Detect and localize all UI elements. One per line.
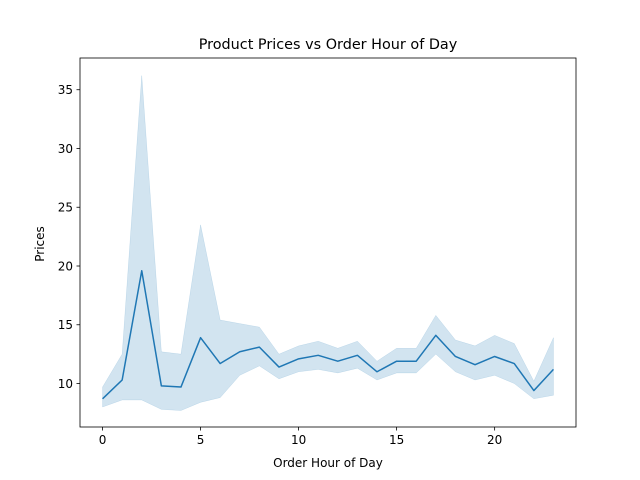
y-axis-label: Prices: [33, 226, 47, 262]
y-axis-ticks: 10 15 20 25 30 35: [58, 83, 80, 391]
y-tick-label: 15: [58, 318, 73, 332]
axes-frame: [79, 57, 577, 428]
chart-title: Product Prices vs Order Hour of Day: [199, 37, 458, 53]
confidence-band: [102, 75, 554, 411]
x-tick-label: 20: [487, 433, 502, 447]
x-tick-label: 15: [389, 433, 404, 447]
series-line: [102, 269, 555, 400]
x-axis-ticks: 0 5 10 15 20: [99, 427, 502, 447]
y-tick-label: 35: [58, 83, 73, 97]
y-tick-label: 25: [58, 201, 73, 215]
x-tick-label: 5: [197, 433, 205, 447]
x-axis-label: Order Hour of Day: [273, 456, 383, 470]
y-tick-label: 20: [58, 259, 73, 273]
y-tick-label: 10: [58, 377, 73, 391]
y-tick-label: 30: [58, 142, 73, 156]
x-tick-label: 10: [291, 433, 306, 447]
x-tick-label: 0: [99, 433, 107, 447]
plot-area: [102, 75, 555, 411]
